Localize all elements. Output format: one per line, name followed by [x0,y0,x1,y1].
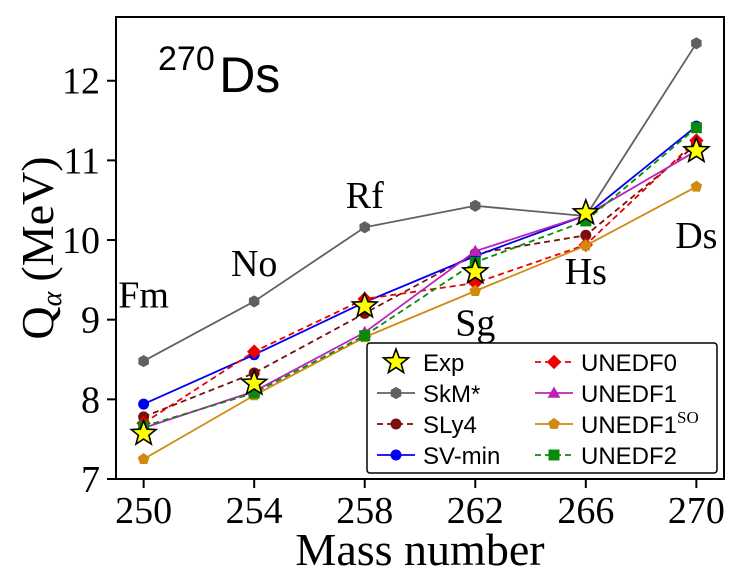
marker-square [359,330,371,342]
marker-star [129,418,159,446]
marker-diamond [546,354,562,370]
marker-square [690,122,702,134]
x-tick-label: 254 [226,490,283,532]
y-tick-label: 9 [81,300,100,342]
x-tick-label: 270 [668,490,725,532]
marker-pentagon [469,284,482,296]
element-annotation: No [231,243,277,285]
plot-frame [115,16,725,480]
element-annotations: Fm No Rf Sg Hs Ds [118,175,717,344]
marker-hexagon [390,386,402,400]
x-axis-label: Mass number [295,524,544,575]
axis-ticks: 250 254 258 262 266 270 7 8 9 10 11 12 [62,61,725,532]
y-axis-label-unit: (MeV) [12,156,63,281]
marker-diamond [246,344,262,359]
y-axis-label-main: Q [12,306,63,339]
marker-pentagon [137,452,150,464]
marker-star [381,346,411,375]
legend-item: SLy4 [377,412,477,439]
marker-star [239,368,269,396]
legend-label: UNEDF2 [581,443,677,470]
legend-label: UNEDF1SO [581,408,699,439]
marker-pentagon [548,417,560,429]
marker-hexagon [248,295,260,308]
legend-item: SV-min [377,443,500,470]
legend-label-text: UNEDF0 [581,350,677,377]
marker-triangle [547,386,561,398]
y-tick-label: 7 [81,459,100,501]
marker-pentagon [580,239,592,251]
x-tick-label: 266 [557,490,614,532]
legend: ExpSkM*SLy4SV-minUNEDF0UNEDF1UNEDF1SOUNE… [366,342,718,474]
marker-star [460,256,490,285]
marker-circle [390,449,402,461]
marker-pentagon [690,180,703,192]
series-skm- [138,37,702,368]
legend-label: SLy4 [423,412,477,439]
nucleus-mass: 270 [158,40,215,78]
legend-label: Exp [423,350,464,377]
series-line [143,185,697,460]
legend-label-text: Exp [423,350,464,377]
legend-label-text: UNEDF1 [581,381,677,408]
legend-item: UNEDF1SO [535,408,699,439]
element-annotation: Ds [675,215,717,257]
y-axis-label: Qα (MeV) [12,156,68,339]
series-line [143,127,697,428]
legend-item: UNEDF1 [535,381,677,408]
legend-item: UNEDF2 [535,443,677,470]
legend-label-sup: SO [677,408,699,427]
legend-label-text: SLy4 [423,412,477,439]
x-tick-label: 258 [336,490,393,532]
legend-label: UNEDF1 [581,381,677,408]
legend-label: UNEDF0 [581,350,677,377]
legend-label: SkM* [423,381,480,408]
legend-item: UNEDF0 [535,350,677,377]
x-tick-label: 262 [447,490,504,532]
marker-star [350,290,380,319]
marker-hexagon [691,37,702,50]
element-annotation: Sg [455,303,495,345]
legend-label-text: UNEDF2 [581,443,677,470]
y-axis-label-sub: α [37,290,68,306]
legend-label-text: UNEDF1 [581,412,677,439]
marker-circle [390,418,402,430]
element-annotation: Fm [118,275,169,317]
y-tick-label: 11 [63,140,100,182]
marker-hexagon [470,199,481,212]
nucleus-symbol: Ds [219,47,280,103]
series-group [129,37,711,464]
nucleus-label: 270 Ds [158,40,280,103]
marker-star [571,197,601,226]
x-tick-label: 250 [115,490,172,532]
legend-label-text: SkM* [423,381,480,408]
element-annotation: Hs [565,251,607,293]
marker-triangle [468,244,482,256]
marker-circle [138,398,150,410]
marker-hexagon [138,355,149,368]
legend-box [366,342,718,474]
legend-item: Exp [381,346,464,377]
y-tick-label: 8 [81,379,100,421]
y-tick-label: 10 [62,220,100,262]
marker-hexagon [359,221,370,234]
marker-square [548,449,560,461]
element-annotation: Rf [346,175,384,217]
legend-label: SV-min [423,443,500,470]
legend-item: SkM* [377,381,480,408]
series-line [143,42,698,362]
legend-label-text: SV-min [423,443,500,470]
series-exp [129,135,711,446]
y-tick-label: 12 [62,61,100,103]
marker-star [681,135,711,164]
